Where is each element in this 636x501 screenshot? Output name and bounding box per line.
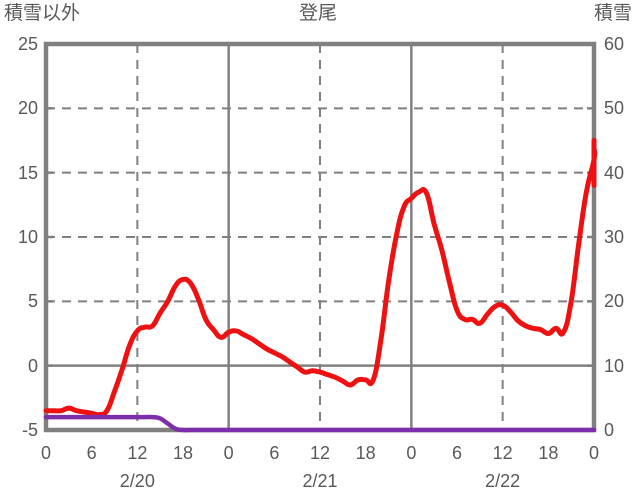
x-axis-day-label: 2/21 [302,471,338,491]
non-snow-precip-line [43,137,598,418]
x-axis-tick-label: 6 [86,443,97,463]
x-axis-tick-label: 0 [40,443,51,463]
left-axis-header: 積雪以外 [4,3,81,24]
right-axis-tick-label: 50 [604,98,625,119]
x-axis-tick-label: 0 [588,443,599,463]
x-axis-tick-label: 18 [538,443,559,463]
left-axis-tick-label: 0 [27,355,38,376]
x-axis-tick-label: 6 [269,443,280,463]
right-axis-header: 積雪 [593,3,632,24]
left-axis-tick-label: 5 [27,291,38,312]
x-axis-tick-label: 6 [451,443,462,463]
x-axis-day-label: 2/20 [119,471,155,491]
x-axis-tick-label: 12 [127,443,148,463]
x-axis-tick-label: 0 [223,443,234,463]
x-axis-tick-label: 12 [492,443,513,463]
x-axis-tick-label: 0 [406,443,417,463]
x-axis-day-label: 2/22 [485,471,521,491]
snow-depth-line [43,414,597,433]
right-axis-tick-label: 30 [604,227,625,247]
right-axis-tick-label: 10 [604,355,625,376]
gridlines [46,44,594,430]
left-axis-tick-label: 25 [17,34,38,54]
right-axis-tick-label: 0 [604,420,615,440]
right-axis-tick-label: 60 [604,34,625,54]
left-axis-tick-label: 20 [17,98,38,119]
right-axis-tick-label: 40 [604,162,625,183]
data-series [43,137,598,433]
left-axis-tick-label: -5 [21,420,38,440]
left-axis-tick-label: 15 [17,162,38,183]
x-axis-tick-label: 18 [355,443,376,463]
x-axis-tick-label: 18 [172,443,194,463]
page-title: 登尾 [298,3,337,24]
left-axis-tick-label: 10 [17,227,38,247]
x-axis-tick-label: 12 [309,443,331,463]
right-axis-tick-label: 20 [604,291,625,312]
